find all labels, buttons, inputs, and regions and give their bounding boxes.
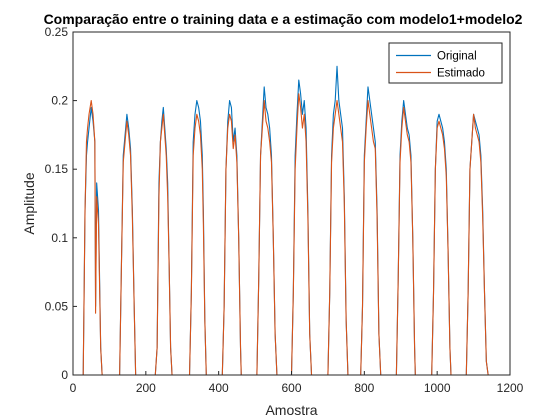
y-tick-label: 0.15 xyxy=(45,162,69,176)
y-tick-label: 0.1 xyxy=(51,231,68,245)
x-tick-label: 1000 xyxy=(424,381,451,395)
x-tick-label: 1200 xyxy=(497,381,524,395)
x-tick-label: 0 xyxy=(70,381,77,395)
x-tick-label: 600 xyxy=(281,381,301,395)
axes-box xyxy=(72,31,511,376)
y-tick-label: 0 xyxy=(61,368,68,382)
x-axis-label: Amostra xyxy=(265,402,317,418)
y-tick-label: 0.25 xyxy=(45,25,69,39)
y-tick-label: 0.2 xyxy=(51,94,68,108)
legend: Original Estimado xyxy=(388,42,503,84)
x-tick-label: 200 xyxy=(136,381,156,395)
x-tick-label: 800 xyxy=(354,381,374,395)
chart-title: Comparação entre o training data e a est… xyxy=(44,11,523,27)
legend-label-estimado: Estimado xyxy=(437,68,485,80)
legend-box xyxy=(388,42,503,84)
y-axis-label: Amplitude xyxy=(21,172,37,234)
y-tick-label: 0.05 xyxy=(45,299,69,313)
plot-area xyxy=(73,32,510,375)
legend-label-original: Original xyxy=(437,51,477,63)
x-tick-label: 400 xyxy=(209,381,229,395)
